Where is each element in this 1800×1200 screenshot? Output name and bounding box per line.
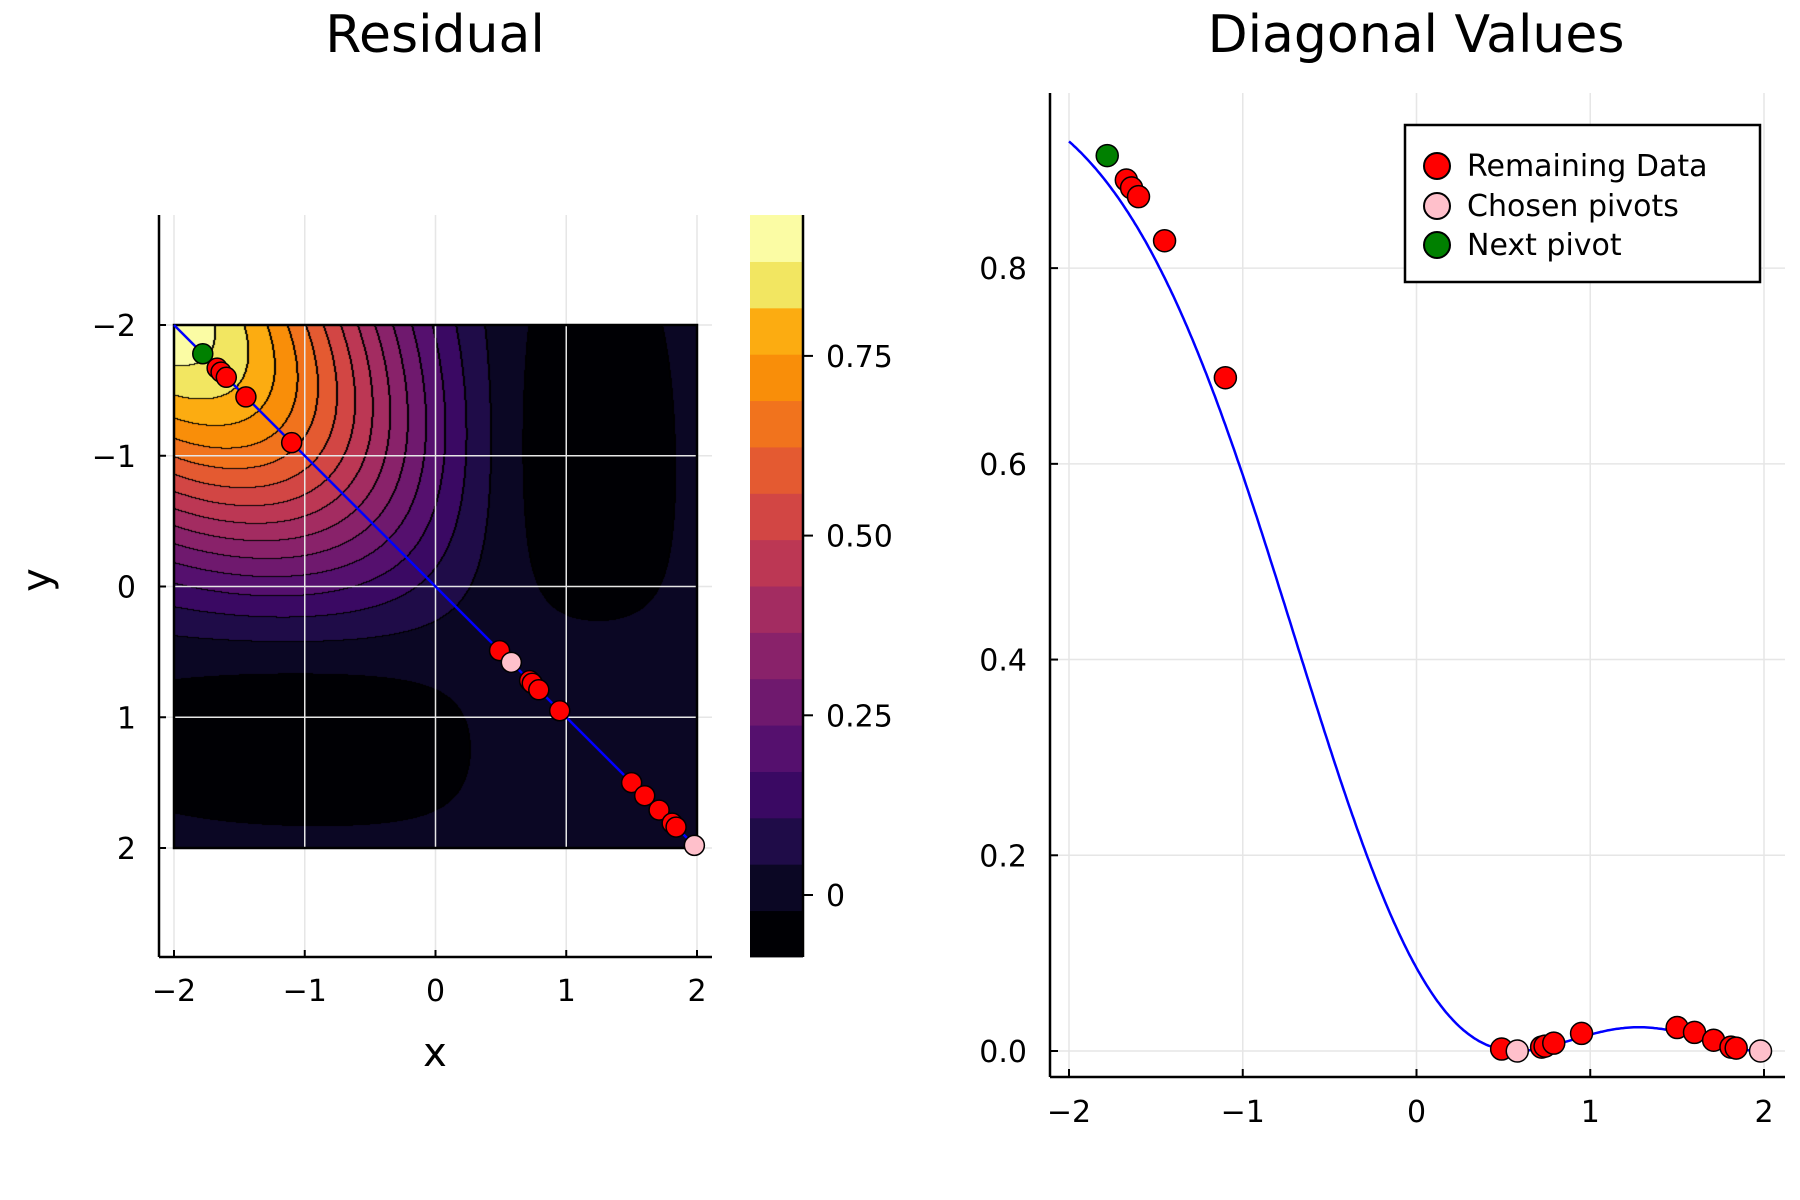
point-remaining-data	[1213, 365, 1238, 390]
y-tick-label: 2	[117, 832, 136, 867]
point-remaining	[620, 771, 643, 794]
point-chosen-pivots	[1505, 1039, 1530, 1063]
diagonal-panel: Diagonal Values −2 −1 0 1 2 0.0 0.2 0.4 0.6 0.8 R…	[979, 5, 1785, 1130]
point-remaining	[235, 386, 257, 408]
legend-label-chosen: Chosen pivots	[1467, 189, 1679, 224]
colorbar-band	[750, 261, 803, 309]
x-tick-label: −1	[283, 974, 327, 1009]
y-tick-label: 0.6	[979, 448, 1027, 483]
y-tick-label: 0	[117, 571, 136, 606]
contour-border	[172, 323, 699, 850]
y-tick-label: 0.2	[979, 839, 1027, 874]
x-tick-label: 1	[1581, 1095, 1600, 1130]
legend-label-next: Next pivot	[1467, 228, 1622, 263]
colorbar-band	[750, 632, 803, 680]
colorbar-band	[750, 307, 803, 355]
point-remaining-data	[1724, 1036, 1748, 1060]
legend: Remaining Data Chosen pivots Next pivot	[1403, 123, 1762, 284]
diagonal-line	[173, 324, 698, 849]
colorbar-tick-label: 0.25	[826, 699, 893, 734]
colorbar-band	[750, 354, 803, 402]
point-next-pivot	[1095, 143, 1119, 168]
legend-box	[1403, 123, 1762, 284]
x-tick-label: 2	[1754, 1095, 1773, 1130]
point-chosen	[500, 651, 523, 674]
legend-marker-remaining	[1423, 152, 1451, 180]
colorbar-band	[750, 725, 803, 772]
point-remaining-data	[1152, 228, 1177, 253]
legend-marker-chosen	[1423, 192, 1451, 220]
legend-label-remaining: Remaining Data	[1467, 149, 1707, 184]
colorbar-band	[750, 493, 803, 541]
point-chosen-pivots	[1748, 1039, 1773, 1063]
colorbar-tick-label: 0.75	[826, 340, 893, 375]
colorbar-band	[750, 585, 803, 633]
colorbar-band	[750, 864, 803, 912]
y-tick-label: 0.0	[979, 1035, 1027, 1070]
point-remaining	[528, 679, 550, 701]
residual-panel: Residual x y −2 −1 0 1 2 −2 −1 0 1 2 0 0.25 0.50 0.7…	[14, 5, 893, 1076]
colorbar-band	[750, 771, 803, 819]
diagonal-curve	[1068, 140, 1765, 1053]
x-tick-label: −2	[1047, 1095, 1091, 1130]
colorbar-band	[750, 910, 803, 958]
x-tick-label: −2	[152, 974, 196, 1009]
y-tick-label: −2	[92, 309, 136, 344]
point-remaining	[280, 431, 303, 454]
point-remaining	[648, 799, 670, 821]
point-remaining-data	[1569, 1021, 1594, 1046]
colorbar-tick-label: 0.50	[826, 520, 893, 555]
colorbar-band	[750, 215, 803, 262]
y-tick-label: −1	[92, 440, 136, 475]
colorbar-band	[750, 678, 803, 726]
point-remaining-data	[1126, 184, 1151, 209]
y-tick-label: 0.4	[979, 644, 1027, 679]
x-axis-label: x	[423, 1030, 447, 1076]
point-chosen	[683, 834, 706, 857]
colorbar-tick-label: 0	[826, 879, 845, 914]
x-tick-label: −1	[1221, 1095, 1265, 1130]
point-remaining-data	[1542, 1031, 1566, 1055]
y-axis-label: y	[14, 568, 60, 592]
point-next	[192, 343, 214, 365]
x-tick-label: 1	[557, 974, 576, 1009]
x-tick-label: 2	[687, 974, 706, 1009]
point-remaining	[548, 699, 571, 722]
residual-title: Residual	[325, 5, 545, 65]
point-remaining	[633, 784, 656, 807]
colorbar-band	[750, 400, 803, 448]
diagonal-title: Diagonal Values	[1208, 5, 1625, 65]
point-remaining	[215, 366, 238, 389]
x-tick-label: 0	[1407, 1095, 1426, 1130]
colorbar-band	[750, 539, 803, 587]
legend-marker-next	[1423, 231, 1451, 259]
x-tick-label: 0	[426, 974, 445, 1009]
colorbar-band	[750, 446, 803, 494]
y-tick-label: 0.8	[979, 252, 1027, 287]
y-tick-label: 1	[117, 701, 136, 736]
point-remaining	[665, 816, 687, 838]
colorbar-band	[750, 817, 803, 865]
